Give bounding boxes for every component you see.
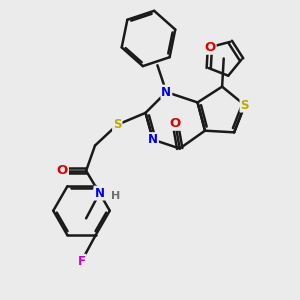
Text: S: S	[241, 99, 249, 112]
Text: H: H	[111, 191, 120, 201]
Text: F: F	[77, 255, 86, 268]
Text: O: O	[169, 117, 181, 130]
Text: N: N	[148, 133, 158, 146]
Text: N: N	[94, 187, 104, 200]
Text: O: O	[204, 41, 215, 54]
Text: O: O	[57, 164, 68, 177]
Text: S: S	[113, 118, 122, 131]
Text: N: N	[161, 85, 171, 98]
